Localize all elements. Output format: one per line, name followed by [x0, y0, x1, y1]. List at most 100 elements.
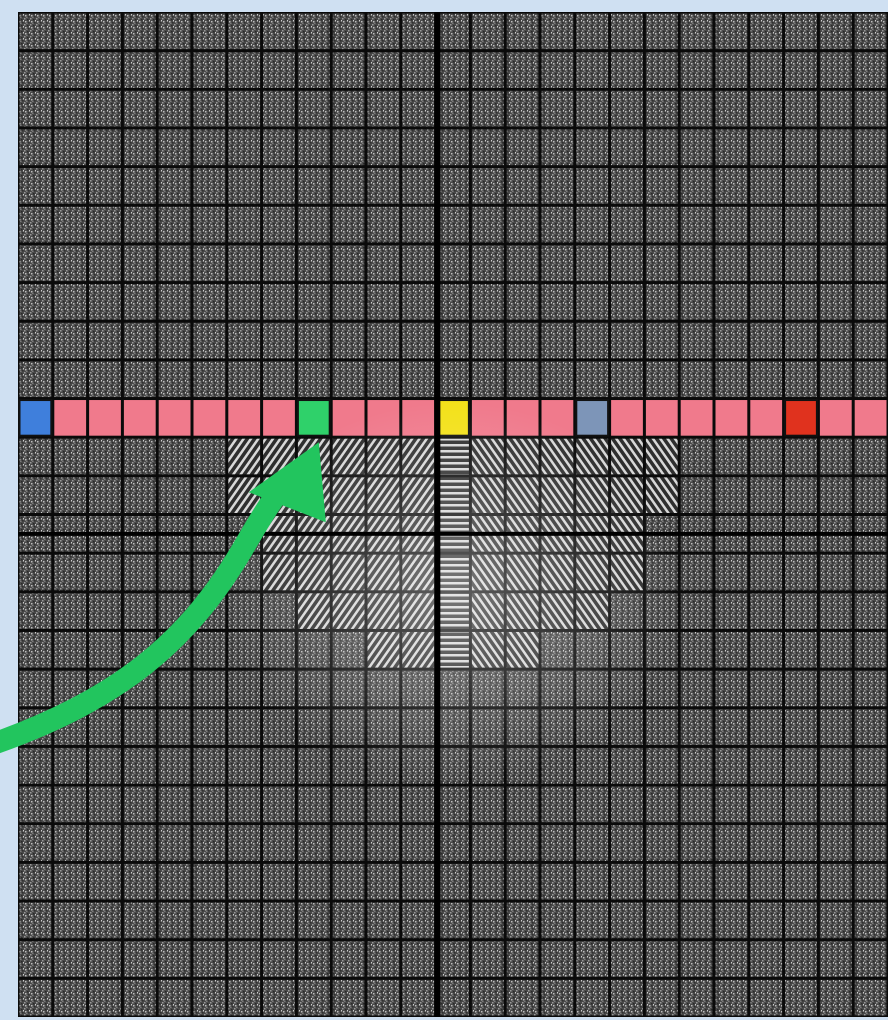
frequency-tile [54, 438, 87, 475]
frequency-tile [854, 438, 887, 475]
frequency-tile [367, 825, 400, 861]
frequency-tile [89, 902, 121, 939]
frequency-tile [506, 52, 539, 88]
frequency-tile [123, 902, 156, 939]
frequency-tile [54, 322, 87, 359]
highlight-row-tile [680, 400, 713, 436]
frequency-tile [89, 979, 121, 1016]
frequency-tile [854, 786, 887, 823]
frequency-tile [715, 979, 748, 1016]
frequency-tile [715, 168, 748, 204]
frequency-tile [89, 593, 121, 629]
frequency-tile [506, 206, 539, 243]
frequency-tile [54, 747, 87, 784]
frequency-tile [437, 129, 469, 166]
frequency-tile [193, 863, 226, 900]
frequency-tile [297, 13, 330, 50]
frequency-tile [750, 941, 783, 977]
frequency-tile [193, 477, 226, 513]
frequency-tile [645, 206, 678, 243]
horizontal-axis-line [18, 531, 888, 536]
frequency-tile [89, 863, 121, 900]
frequency-tile [750, 631, 783, 668]
frequency-tile [297, 747, 330, 784]
frequency-tile [228, 825, 261, 861]
frequency-tile [611, 206, 643, 243]
frequency-tile [715, 902, 748, 939]
frequency-tile [437, 863, 469, 900]
frequency-tile [541, 13, 574, 50]
frequency-tile [506, 863, 539, 900]
frequency-tile [193, 786, 226, 823]
frequency-tile [750, 825, 783, 861]
frequency-tile [680, 206, 713, 243]
frequency-tile [576, 979, 609, 1016]
frequency-tile [437, 322, 469, 359]
frequency-tile [437, 941, 469, 977]
frequency-tile [750, 361, 783, 398]
frequency-tile [750, 322, 783, 359]
frequency-tile [506, 13, 539, 50]
frequency-tile [541, 168, 574, 204]
frequency-tile [576, 825, 609, 861]
frequency-tile [854, 206, 887, 243]
frequency-tile [297, 902, 330, 939]
frequency-tile [506, 902, 539, 939]
frequency-tile [471, 825, 504, 861]
frequency-tile [854, 979, 887, 1016]
frequency-tile [158, 284, 191, 320]
frequency-tile [228, 786, 261, 823]
frequency-tile [576, 941, 609, 977]
highlight-row-tile [854, 400, 887, 436]
frequency-tile [819, 477, 852, 513]
frequency-tile [471, 902, 504, 939]
frequency-tile [541, 322, 574, 359]
frequency-tile [89, 709, 121, 745]
frequency-tile [402, 90, 435, 127]
frequency-tile [123, 438, 156, 475]
frequency-tile [576, 284, 609, 320]
frequency-tile [228, 245, 261, 282]
frequency-tile [19, 554, 52, 591]
highlight-row-tile [123, 400, 156, 436]
frequency-tile [54, 554, 87, 591]
curved-arrow-icon [248, 442, 326, 523]
frequency-tile [471, 245, 504, 282]
frequency-tile [715, 554, 748, 591]
frequency-tile [680, 90, 713, 127]
frequency-tile [541, 206, 574, 243]
frequency-tile [715, 941, 748, 977]
frequency-tile [263, 941, 295, 977]
steel-blue-tile [575, 399, 610, 437]
frequency-tile [19, 206, 52, 243]
frequency-tile [854, 322, 887, 359]
frequency-tile [785, 168, 817, 204]
frequency-tile [611, 786, 643, 823]
frequency-tile [715, 52, 748, 88]
frequency-tile [19, 477, 52, 513]
frequency-tile [680, 52, 713, 88]
frequency-tile [228, 438, 261, 475]
frequency-tile [89, 52, 121, 88]
frequency-tile [471, 284, 504, 320]
frequency-tile [123, 13, 156, 50]
frequency-tile [645, 902, 678, 939]
frequency-tile [750, 284, 783, 320]
frequency-tile [263, 361, 295, 398]
frequency-tile [193, 52, 226, 88]
frequency-tile [19, 129, 52, 166]
frequency-tile [332, 786, 365, 823]
frequency-tile [576, 13, 609, 50]
frequency-tile [332, 979, 365, 1016]
frequency-tile [332, 902, 365, 939]
frequency-tile [19, 284, 52, 320]
frequency-tile [228, 322, 261, 359]
frequency-tile [54, 206, 87, 243]
frequency-tile [750, 168, 783, 204]
frequency-tile [785, 206, 817, 243]
frequency-tile [680, 631, 713, 668]
frequency-tile [785, 979, 817, 1016]
frequency-tile [541, 361, 574, 398]
frequency-tile [785, 129, 817, 166]
frequency-tile [680, 554, 713, 591]
